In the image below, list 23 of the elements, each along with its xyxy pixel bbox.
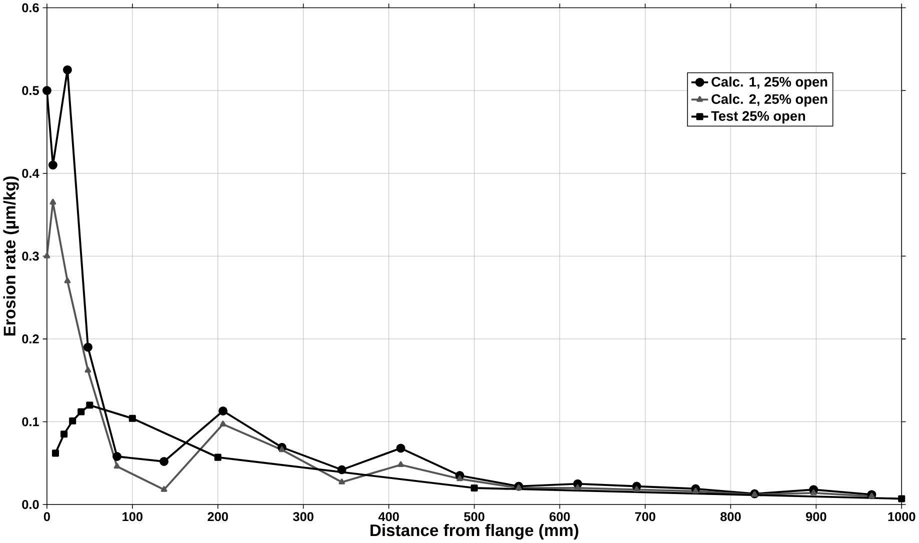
y-tick-label: 0.2 bbox=[22, 334, 39, 344]
x-tick-label: 200 bbox=[208, 512, 228, 522]
x-tick-label: 0 bbox=[44, 512, 50, 522]
y-tick-label: 0.6 bbox=[22, 3, 39, 12]
y-tick-label: 0.1 bbox=[22, 417, 39, 426]
y-tick-label: 0.4 bbox=[22, 168, 40, 178]
x-axis-title: Distance from flange (mm) bbox=[370, 524, 578, 540]
y-tick-label: 0.5 bbox=[22, 86, 39, 96]
x-tick-label: 900 bbox=[806, 512, 826, 522]
legend-label: Calc. 1, 25% open bbox=[712, 76, 828, 90]
x-tick-label: 1000 bbox=[888, 512, 916, 522]
y-tick-label: 0.3 bbox=[22, 252, 39, 261]
y-axis-title: Erosion rate (µm/kg) bbox=[3, 176, 19, 336]
x-tick-label: 300 bbox=[293, 512, 314, 522]
y-tick-label: 0.0 bbox=[22, 500, 39, 510]
legend-label: Test 25% open bbox=[711, 111, 806, 124]
x-tick-label: 700 bbox=[635, 512, 656, 522]
legend-label: Calc. 2, 25% open bbox=[712, 94, 828, 107]
x-tick-label: 500 bbox=[464, 512, 484, 522]
x-tick-label: 100 bbox=[122, 512, 142, 522]
x-tick-label: 400 bbox=[378, 512, 399, 522]
x-tick-label: 800 bbox=[720, 512, 741, 522]
x-tick-label: 600 bbox=[550, 512, 570, 522]
